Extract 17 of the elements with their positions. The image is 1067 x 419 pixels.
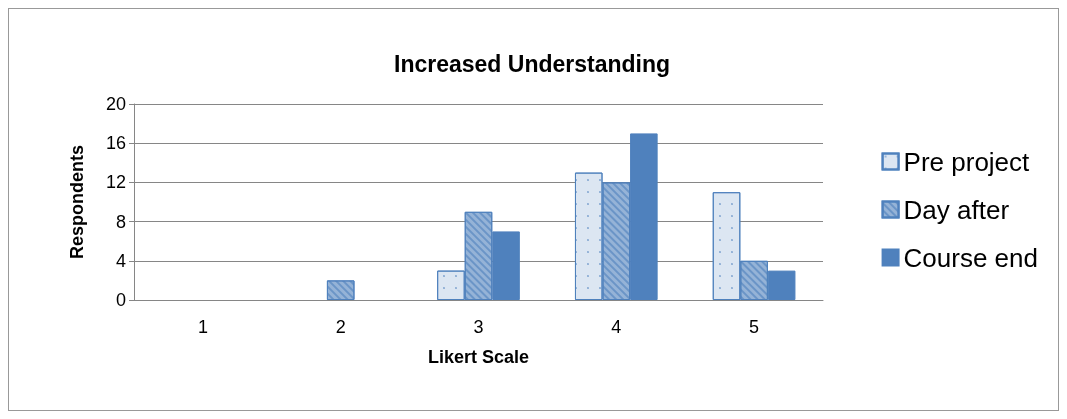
x-tick-label: 3 xyxy=(473,317,484,337)
y-tick-label: 12 xyxy=(105,172,126,193)
x-tick-label: 1 xyxy=(197,317,208,337)
chart-title: Increased Understanding xyxy=(394,50,671,77)
legend-label: Course end xyxy=(903,242,1038,273)
y-axis-title: Respondents xyxy=(67,144,87,260)
x-tick-label: 4 xyxy=(611,317,622,337)
x-axis-title: Likert Scale xyxy=(427,347,530,367)
y-tick-label: 16 xyxy=(105,133,126,154)
x-tick-label: 5 xyxy=(749,317,760,337)
y-tick-label: 8 xyxy=(115,211,126,232)
legend-label: Pre project xyxy=(903,146,1031,177)
x-tick-label: 2 xyxy=(335,317,346,337)
y-tick-label: 20 xyxy=(105,94,126,114)
legend-label: Day after xyxy=(903,194,1010,225)
y-tick-label: 4 xyxy=(115,250,126,271)
y-tick-label: 0 xyxy=(115,290,126,310)
